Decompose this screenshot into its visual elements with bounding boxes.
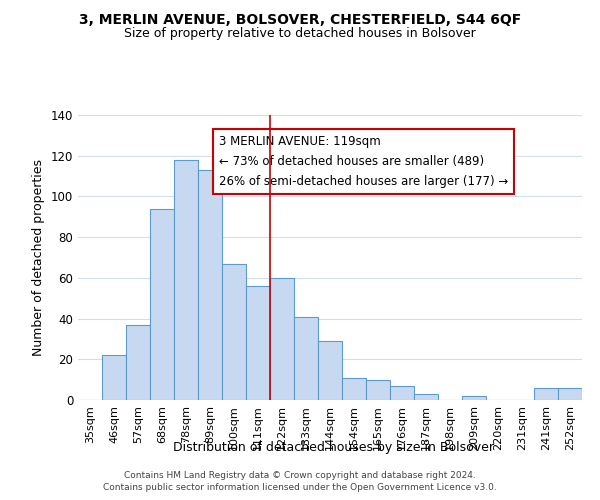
Bar (198, 170, 222, 400)
Bar (150, 208, 174, 400)
Text: 3, MERLIN AVENUE, BOLSOVER, CHESTERFIELD, S44 6QF: 3, MERLIN AVENUE, BOLSOVER, CHESTERFIELD… (79, 12, 521, 26)
Bar (270, 278, 294, 400)
Bar (342, 378, 366, 400)
Bar (318, 341, 342, 400)
Text: 3 MERLIN AVENUE: 119sqm
← 73% of detached houses are smaller (489)
26% of semi-d: 3 MERLIN AVENUE: 119sqm ← 73% of detache… (219, 135, 508, 188)
Bar (246, 286, 270, 400)
Text: Contains HM Land Registry data © Crown copyright and database right 2024.
Contai: Contains HM Land Registry data © Crown c… (103, 471, 497, 492)
Bar (222, 264, 246, 400)
Bar (558, 388, 582, 400)
Bar (126, 324, 150, 400)
Bar (534, 388, 558, 400)
Bar (366, 380, 390, 400)
Bar (174, 160, 198, 400)
Text: Size of property relative to detached houses in Bolsover: Size of property relative to detached ho… (124, 28, 476, 40)
Bar (462, 396, 486, 400)
Bar (102, 355, 126, 400)
Bar (390, 386, 414, 400)
Bar (294, 316, 318, 400)
Text: Distribution of detached houses by size in Bolsover: Distribution of detached houses by size … (173, 441, 494, 454)
Y-axis label: Number of detached properties: Number of detached properties (32, 159, 45, 356)
Bar (414, 394, 438, 400)
